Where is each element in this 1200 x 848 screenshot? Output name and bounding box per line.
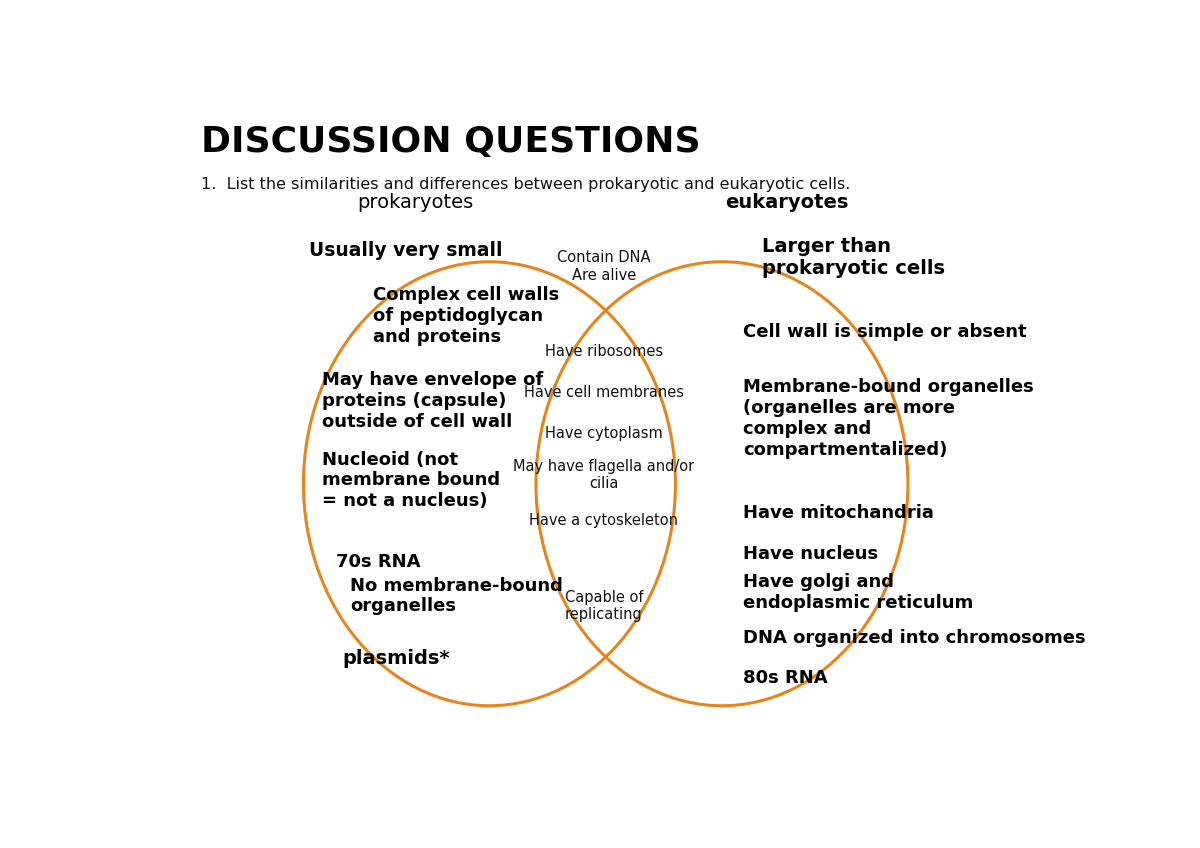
Text: Have cytoplasm: Have cytoplasm [545,426,662,441]
Text: 1.  List the similarities and differences between prokaryotic and eukaryotic cel: 1. List the similarities and differences… [202,177,851,192]
Text: Complex cell walls
of peptidoglycan
and proteins: Complex cell walls of peptidoglycan and … [373,286,559,346]
Text: 70s RNA: 70s RNA [336,553,420,571]
Text: Contain DNA
Are alive: Contain DNA Are alive [557,250,650,282]
Text: plasmids*: plasmids* [343,649,450,667]
Text: Have golgi and
endoplasmic reticulum: Have golgi and endoplasmic reticulum [743,573,973,612]
Text: 80s RNA: 80s RNA [743,669,828,687]
Text: Have ribosomes: Have ribosomes [545,343,662,359]
Text: DNA organized into chromosomes: DNA organized into chromosomes [743,629,1086,648]
Text: Larger than
prokaryotic cells: Larger than prokaryotic cells [762,237,944,277]
Text: Nucleoid (not
membrane bound
= not a nucleus): Nucleoid (not membrane bound = not a nuc… [322,450,500,510]
Text: Usually very small: Usually very small [310,241,503,260]
Text: Capable of
replicating: Capable of replicating [564,589,643,622]
Text: Have nucleus: Have nucleus [743,544,878,562]
Text: DISCUSSION QUESTIONS: DISCUSSION QUESTIONS [202,125,701,159]
Text: prokaryotes: prokaryotes [356,193,473,213]
Text: eukaryotes: eukaryotes [725,193,848,213]
Text: Cell wall is simple or absent: Cell wall is simple or absent [743,322,1027,341]
Text: Have mitochandria: Have mitochandria [743,504,935,522]
Text: Have cell membranes: Have cell membranes [524,385,684,399]
Text: May have envelope of
proteins (capsule)
outside of cell wall: May have envelope of proteins (capsule) … [322,371,544,431]
Text: Membrane-bound organelles
(organelles are more
complex and
compartmentalized): Membrane-bound organelles (organelles ar… [743,378,1034,459]
Text: No membrane-bound
organelles: No membrane-bound organelles [350,577,563,616]
Text: May have flagella and/or
cilia: May have flagella and/or cilia [514,459,695,492]
Text: Have a cytoskeleton: Have a cytoskeleton [529,513,678,528]
